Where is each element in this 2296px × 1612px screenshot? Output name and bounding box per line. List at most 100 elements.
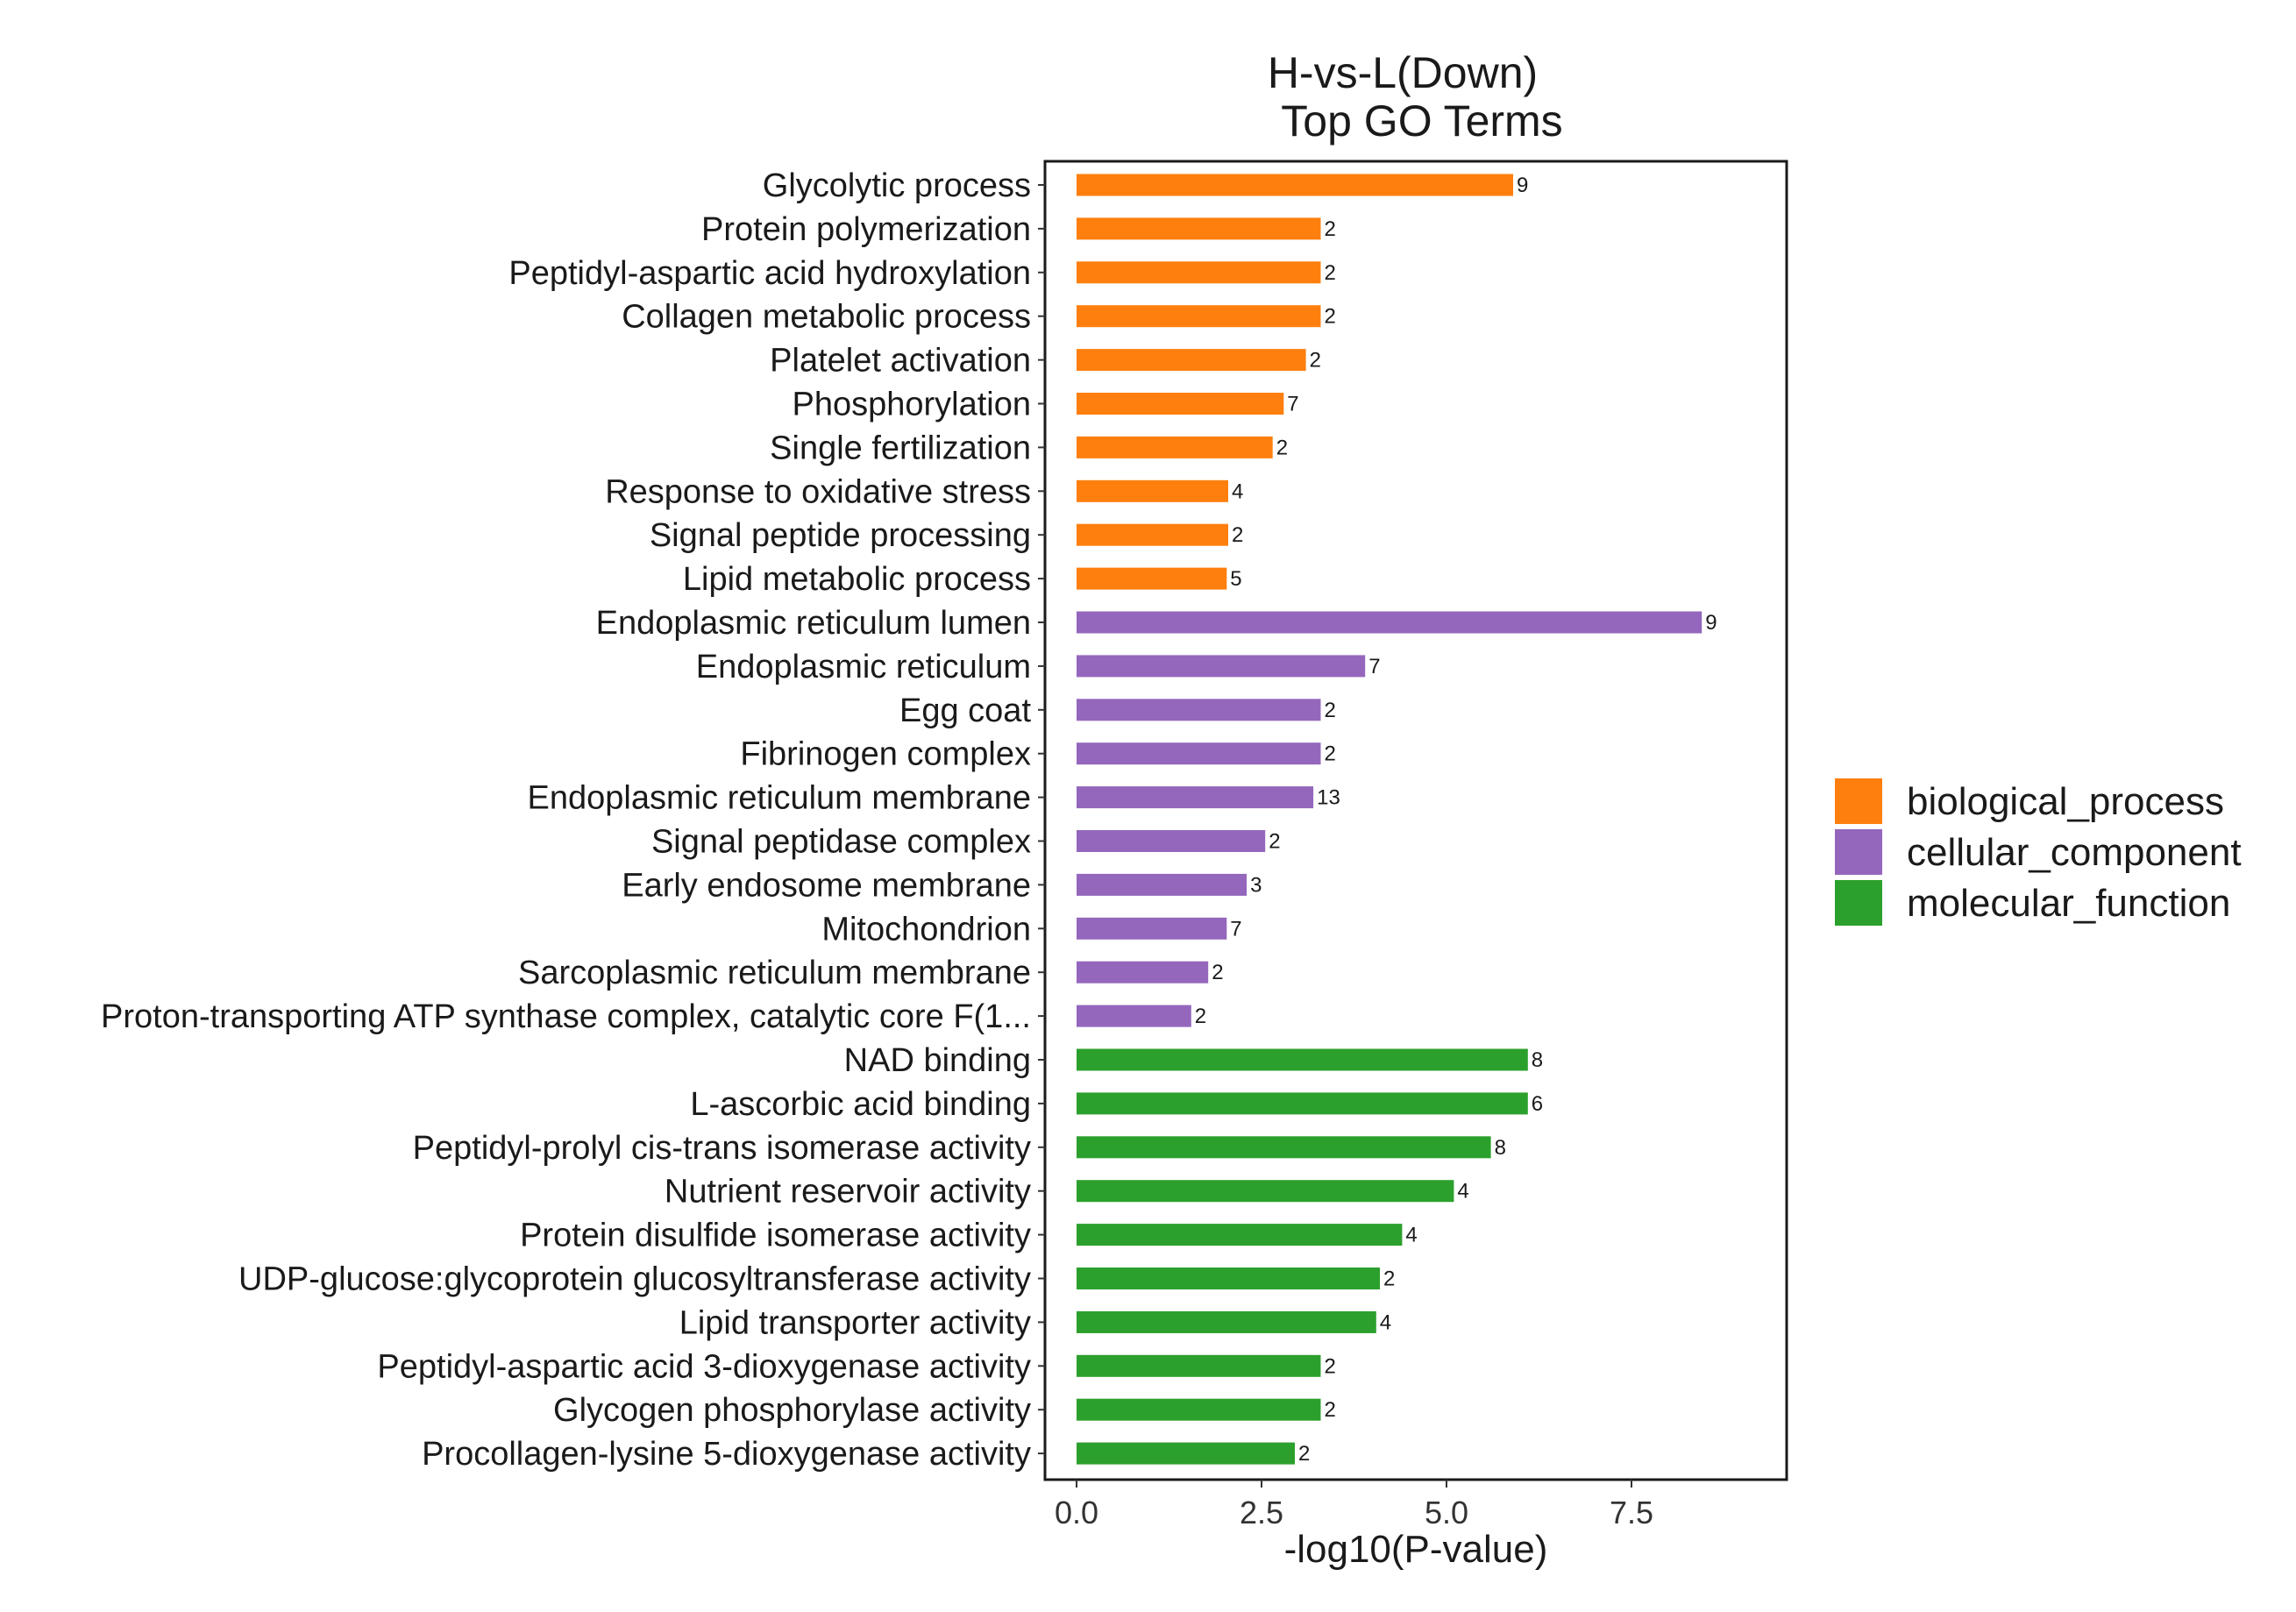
x-tick-label: 7.5 [1610, 1495, 1653, 1530]
x-axis: 0.0 2.5 5.0 7.5 [1055, 1480, 1653, 1530]
count-label: 8 [1532, 1048, 1543, 1072]
bar [1077, 917, 1227, 940]
count-label: 2 [1325, 217, 1336, 241]
x-tick-label: 0.0 [1055, 1495, 1098, 1530]
category-label: L-ascorbic acid binding [690, 1086, 1031, 1123]
bar [1077, 1048, 1528, 1071]
bar [1077, 1354, 1321, 1377]
category-label: Protein disulfide isomerase activity [520, 1218, 1031, 1254]
bar [1077, 655, 1366, 678]
x-axis-title: -log10(P-value) [1284, 1528, 1548, 1571]
category-label: Nutrient reservoir activity [665, 1174, 1031, 1211]
count-label: 2 [1383, 1268, 1395, 1291]
bar [1077, 1136, 1491, 1159]
count-label: 2 [1325, 1354, 1336, 1378]
bar [1077, 1180, 1454, 1203]
category-label: Platelet activation [770, 343, 1031, 380]
y-axis: Glycolytic process Protein polymerization… [101, 167, 1045, 1473]
legend-swatch [1835, 829, 1882, 875]
chart-title-line-2: Top GO Terms [1281, 96, 1562, 146]
legend-swatch [1835, 880, 1882, 926]
count-label: 2 [1298, 1442, 1310, 1466]
count-label: 2 [1310, 349, 1321, 373]
legend-label: cellular_component [1907, 831, 2242, 874]
category-label: Lipid transporter activity [679, 1304, 1031, 1341]
legend-swatch [1835, 778, 1882, 824]
count-label: 2 [1195, 1005, 1206, 1028]
bar [1077, 523, 1228, 546]
category-label: Egg coat [899, 692, 1031, 729]
category-label: Early endosome membrane [622, 867, 1031, 904]
category-label: NAD binding [844, 1042, 1031, 1079]
count-label: 7 [1230, 917, 1241, 941]
count-label: 9 [1517, 174, 1528, 197]
category-label: Protein polymerization [701, 211, 1031, 248]
bar [1077, 393, 1284, 415]
category-label: Single fertilization [770, 430, 1031, 466]
category-label: Peptidyl-aspartic acid hydroxylation [508, 255, 1031, 292]
chart-title-line-1: H-vs-L(Down) [1268, 48, 1538, 97]
bar [1077, 1398, 1321, 1421]
count-label: 2 [1325, 305, 1336, 329]
category-label: Sarcoplasmic reticulum membrane [518, 955, 1031, 991]
category-label: Endoplasmic reticulum [696, 649, 1031, 685]
count-label: 2 [1212, 961, 1223, 984]
category-label: Peptidyl-prolyl cis-trans isomerase acti… [413, 1130, 1031, 1167]
plot-panel [1043, 160, 1788, 1481]
category-label: Glycogen phosphorylase activity [553, 1392, 1031, 1429]
count-label: 8 [1495, 1136, 1506, 1160]
x-tick-label: 2.5 [1240, 1495, 1283, 1530]
bar [1077, 1442, 1295, 1465]
bar [1077, 174, 1513, 196]
bar [1077, 786, 1314, 809]
category-label: Glycolytic process [763, 167, 1031, 204]
legend-label: molecular_function [1907, 882, 2230, 925]
bar [1077, 961, 1209, 984]
category-label: Phosphorylation [792, 387, 1031, 423]
bar [1077, 1310, 1376, 1333]
category-label: Response to oxidative stress [605, 473, 1031, 510]
bar [1077, 742, 1321, 765]
bar [1077, 830, 1266, 852]
count-label: 3 [1250, 873, 1262, 897]
bars-layer [1077, 174, 1702, 1465]
legend-label: biological_process [1907, 780, 2224, 823]
category-label: Endoplasmic reticulum membrane [528, 780, 1031, 817]
count-label: 9 [1705, 611, 1717, 635]
bar [1077, 1224, 1403, 1246]
count-label: 7 [1287, 393, 1298, 416]
bar [1077, 567, 1227, 590]
count-label: 2 [1269, 830, 1280, 854]
bar [1077, 873, 1248, 896]
count-label: 2 [1325, 1398, 1336, 1422]
bar [1077, 436, 1273, 458]
count-label: 4 [1405, 1224, 1417, 1247]
count-label: 6 [1532, 1092, 1543, 1116]
category-label: Peptidyl-aspartic acid 3-dioxygenase act… [377, 1348, 1031, 1385]
bar [1077, 611, 1702, 634]
count-label: 13 [1317, 786, 1340, 810]
category-label: UDP-glucose:glycoprotein glucosyltransfe… [238, 1261, 1031, 1298]
category-label: Fibrinogen complex [740, 736, 1031, 773]
bar [1077, 305, 1321, 328]
count-label: 2 [1325, 699, 1336, 722]
bar [1077, 479, 1228, 502]
bar [1077, 699, 1321, 721]
count-label: 4 [1457, 1180, 1468, 1204]
bar [1077, 1005, 1191, 1027]
category-label: Endoplasmic reticulum lumen [596, 605, 1031, 642]
count-label: 4 [1232, 479, 1243, 503]
x-tick-label: 5.0 [1425, 1495, 1468, 1530]
category-label: Lipid metabolic process [683, 561, 1031, 598]
count-label: 2 [1232, 523, 1243, 547]
count-label: 2 [1325, 261, 1336, 285]
category-label: Collagen metabolic process [622, 299, 1031, 336]
category-label: Signal peptide processing [650, 517, 1031, 554]
bar [1077, 217, 1321, 240]
category-label: Procollagen-lysine 5-dioxygenase activit… [422, 1436, 1031, 1473]
bar [1077, 349, 1306, 372]
legend: biological_process cellular_componentmole… [1835, 778, 2242, 926]
bar [1077, 1268, 1380, 1289]
